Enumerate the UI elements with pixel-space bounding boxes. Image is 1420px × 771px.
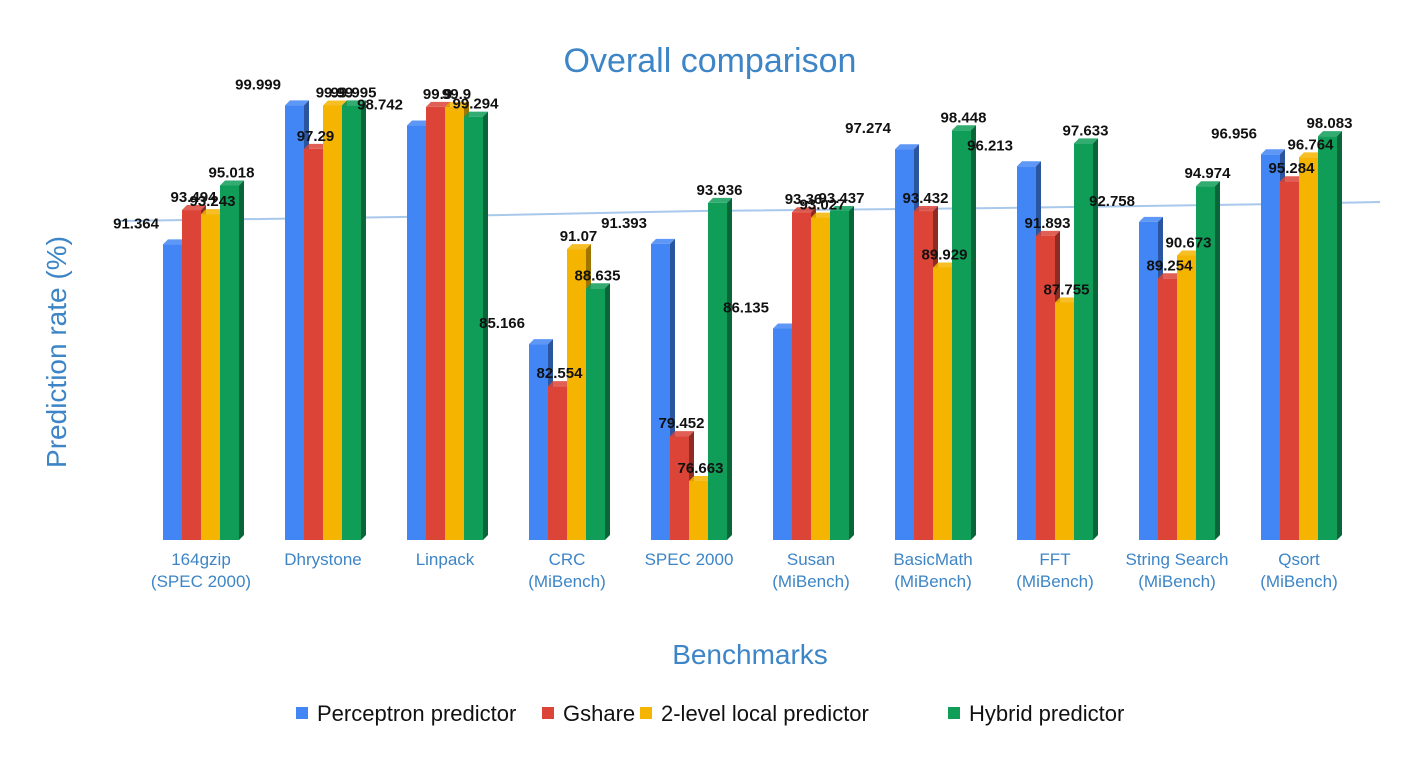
data-label: 99.294 [453,96,500,113]
bars-group [163,100,1342,541]
data-label: 93.437 [819,190,865,207]
data-label: 93.432 [903,190,949,207]
x-tick-label: Susan [787,550,835,569]
legend: Perceptron predictor Gshare 2-level local … [296,701,1124,726]
data-label: 98.448 [941,109,987,126]
x-tick-label: String Search [1126,550,1229,569]
legend-label: Gshare [563,701,635,726]
x-tick-label: (MiBench) [894,572,971,591]
legend-label: Hybrid predictor [969,701,1124,726]
x-tick-label: CRC [549,550,586,569]
x-tick-label: FFT [1039,550,1070,569]
legend-swatch [296,707,308,719]
bar [220,180,244,540]
legend-item: 2-level local predictor [640,701,869,726]
bar [586,283,610,540]
chart-title: Overall comparison [564,42,857,80]
data-label: 79.452 [659,415,705,432]
x-tick-labels: 164gzip (SPEC 2000) Dhrystone Linpack CRC (Mi… [151,550,1338,591]
legend-item: Gshare [542,701,635,726]
x-tick-label: (MiBench) [772,572,849,591]
x-tick-label: BasicMath [893,550,972,569]
data-label: 89.254 [1147,257,1194,274]
legend-label: 2-level local predictor [661,701,869,726]
data-label: 94.974 [1185,165,1232,182]
y-axis-title: Prediction rate (%) [41,236,72,468]
data-label: 82.554 [537,365,584,382]
legend-swatch [948,707,960,719]
data-label: 93.36 [785,191,823,208]
data-label: 95.018 [209,165,255,182]
x-tick-label: Dhrystone [284,550,361,569]
bar [464,111,488,541]
data-label: 93.243 [190,193,236,210]
data-label: 93.494 [171,189,218,206]
data-label: 96.764 [1288,136,1335,153]
bar [1074,138,1098,541]
bar [952,125,976,540]
data-label: 76.663 [678,460,724,477]
bar [1196,181,1220,540]
data-label: 97.633 [1063,122,1109,139]
data-label: 96.956 [1211,125,1257,142]
data-label: 86.135 [723,300,769,317]
data-label: 91.364 [113,215,160,232]
data-label: 85.166 [479,315,525,332]
data-label: 97.274 [845,120,892,137]
x-tick-label: 164gzip [171,550,231,569]
data-label: 98.742 [357,97,403,114]
data-label: 87.755 [1044,281,1090,298]
legend-label: Perceptron predictor [317,701,516,726]
data-label: 90.673 [1166,234,1212,251]
data-label: 99.999 [235,76,281,93]
data-label: 93.027 [800,197,846,214]
bar [830,205,854,540]
x-tick-label: (SPEC 2000) [151,572,251,591]
x-axis-title: Benchmarks [672,639,828,670]
bar [1318,131,1342,540]
x-tick-label: (MiBench) [1138,572,1215,591]
x-tick-label: Qsort [1278,550,1320,569]
data-label: 99.9 [423,86,452,103]
x-tick-label: (MiBench) [1016,572,1093,591]
data-label: 97.29 [297,128,335,145]
data-label: 92.758 [1089,193,1135,210]
bar [342,100,366,541]
x-tick-label: (MiBench) [528,572,605,591]
bar [708,197,732,540]
x-tick-label: Linpack [416,550,475,569]
data-labels-group: 91.36493.49493.24395.01899.99997.2999.99… [113,76,1352,477]
legend-swatch [640,707,652,719]
data-label: 91.893 [1025,215,1071,232]
legend-item: Hybrid predictor [948,701,1124,726]
legend-item: Perceptron predictor [296,701,516,726]
data-label: 98.083 [1307,115,1353,132]
data-label: 99.99 [316,84,354,101]
data-label: 88.635 [575,267,621,284]
data-label: 89.929 [922,246,968,263]
x-tick-label: SPEC 2000 [645,550,734,569]
data-label: 99.995 [331,84,377,101]
data-label: 99.9 [442,86,471,103]
x-tick-label: (MiBench) [1260,572,1337,591]
legend-swatch [542,707,554,719]
data-label: 91.07 [560,228,598,245]
data-label: 95.284 [1269,160,1316,177]
data-label: 96.213 [967,137,1013,154]
data-label: 91.393 [601,215,647,232]
data-label: 93.936 [697,182,743,199]
